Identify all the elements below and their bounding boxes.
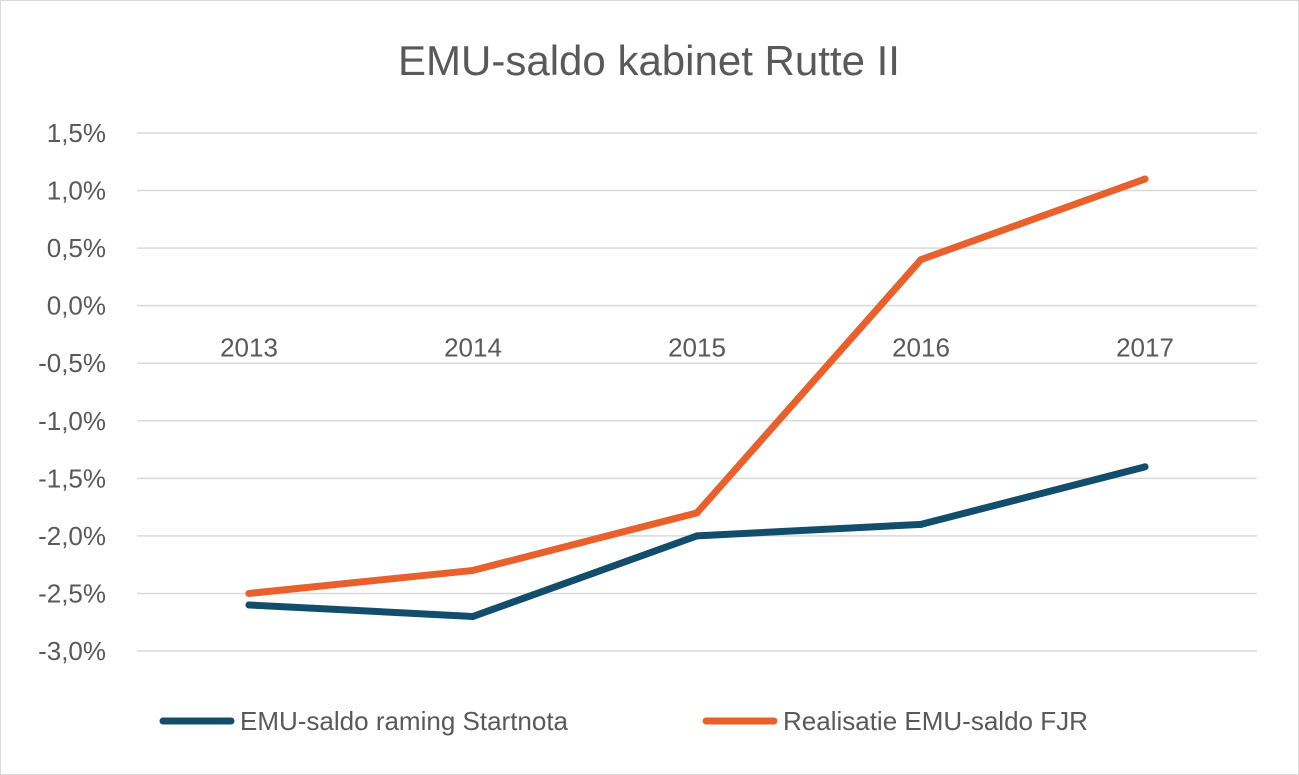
x-tick-label: 2016	[892, 333, 950, 363]
y-axis-ticks: 1,5% 1,0% 0,5% 0,0% -0,5% -1,0% -1,5% -2,0% -2,5…	[38, 118, 106, 666]
data-point	[245, 601, 253, 609]
legend-label: Realisatie EMU-saldo FJR	[783, 706, 1088, 736]
x-axis-ticks: 2013 2014 2015 2016 2017	[220, 333, 1174, 363]
y-tick-label: 0,0%	[47, 291, 106, 321]
legend: EMU-saldo raming Startnota Realisatie EMU…	[159, 706, 1088, 736]
data-point	[469, 612, 477, 620]
data-point	[1141, 175, 1149, 183]
data-point	[469, 566, 477, 574]
data-point	[245, 589, 253, 597]
data-point	[917, 256, 925, 264]
legend-label: EMU-saldo raming Startnota	[240, 706, 569, 736]
data-point	[1141, 463, 1149, 471]
x-tick-label: 2014	[444, 333, 502, 363]
data-point	[693, 532, 701, 540]
y-tick-label: -1,0%	[38, 406, 106, 436]
chart-title: EMU-saldo kabinet Rutte II	[398, 37, 900, 84]
y-tick-label: 1,0%	[47, 176, 106, 206]
gridlines	[137, 132, 1257, 652]
x-tick-label: 2015	[668, 333, 726, 363]
series-line-2	[245, 175, 1149, 597]
data-point	[917, 520, 925, 528]
y-tick-label: 0,5%	[47, 233, 106, 263]
x-tick-label: 2017	[1116, 333, 1174, 363]
y-tick-label: -3,0%	[38, 636, 106, 666]
y-tick-label: -0,5%	[38, 348, 106, 378]
y-tick-label: -1,5%	[38, 463, 106, 493]
x-tick-label: 2013	[220, 333, 278, 363]
y-tick-label: -2,5%	[38, 578, 106, 608]
data-point	[693, 509, 701, 517]
y-tick-label: -2,0%	[38, 521, 106, 551]
series-lines	[245, 175, 1149, 620]
y-tick-label: 1,5%	[47, 118, 106, 148]
